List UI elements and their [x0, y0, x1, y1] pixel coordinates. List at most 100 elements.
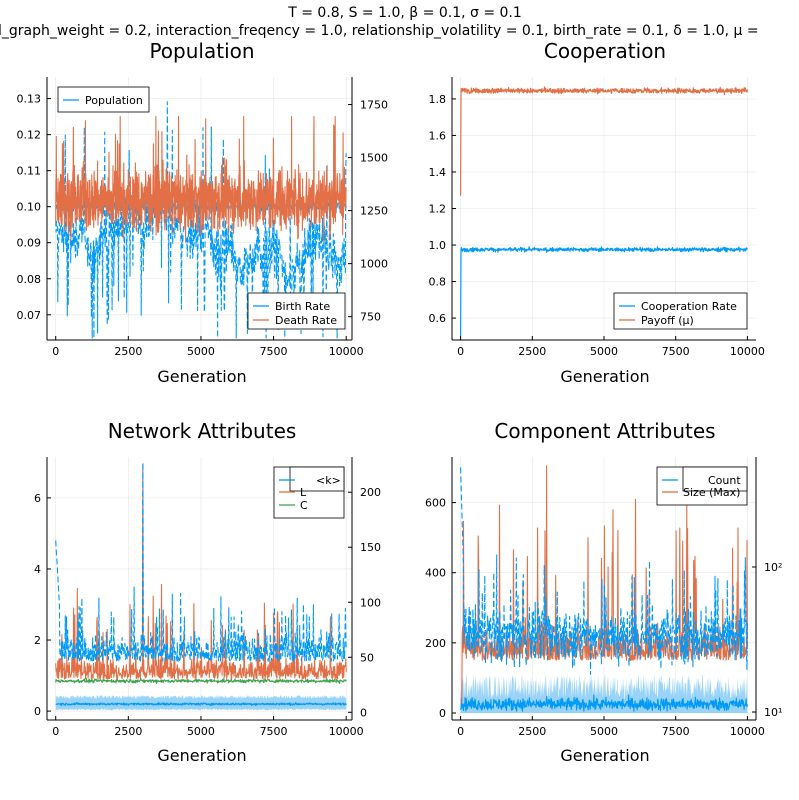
y-tick-label: 400 [425, 567, 446, 580]
legend-l: L [300, 486, 307, 499]
x-tick-label: 7500 [260, 725, 288, 738]
y-tick-label: 0.07 [17, 309, 42, 322]
k-max-line [55, 461, 347, 662]
legend-k: <k> [316, 474, 341, 487]
cooperation-plot-area [460, 86, 748, 337]
y-tick-label: 0 [439, 707, 446, 720]
component-panel: Component Attributes 0 2500 5000 7500 100000… [425, 419, 782, 765]
y-tick-label: 1.8 [429, 93, 447, 106]
component-title: Component Attributes [494, 419, 715, 443]
legend-cooperation-rate: Cooperation Rate [641, 300, 737, 313]
suptitle-line-2: l_graph_weight = 0.2, interaction_freqen… [0, 23, 759, 39]
x-tick-label: 0 [52, 725, 59, 738]
x-tick-label: 10000 [730, 725, 765, 738]
c-line [55, 677, 347, 684]
population-line [55, 101, 347, 339]
network-plot-area [55, 461, 347, 711]
y-tick-label: 0.11 [17, 165, 42, 178]
y-tick-label: 200 [425, 637, 446, 650]
y2-tick-label: 1500 [360, 152, 388, 165]
component-legend: Count Size (Max) [656, 466, 748, 506]
x-tick-label: 10000 [329, 345, 364, 358]
y-tick-label: 1.0 [429, 239, 447, 252]
count-dashed-line [460, 467, 748, 676]
population-legend-bottom: Birth Rate Death Rate [247, 292, 346, 330]
cooperation-rate-line [460, 246, 748, 337]
cooperation-xlabel: Generation [560, 367, 649, 386]
population-axes: 0 2500 5000 7500 10000 0.07 0.08 0.09 0.10 0.11 0.… [17, 77, 388, 358]
y-tick-label: 4 [34, 563, 41, 576]
y-tick-label: 0.12 [17, 129, 42, 142]
population-xlabel: Generation [157, 367, 246, 386]
legend-payoff: Payoff (μ) [641, 314, 694, 327]
population-plot-area [55, 101, 347, 339]
population-title: Population [149, 39, 254, 63]
legend-size-max: Size (Max) [683, 486, 740, 499]
cooperation-title: Cooperation [544, 39, 666, 63]
suptitle-line-1: T = 0.8, S = 1.0, β = 0.1, σ = 0.1 [287, 5, 522, 21]
network-title: Network Attributes [108, 419, 297, 443]
population-panel: Population 0 2500 5000 7500 10000 0.07 0.08 0.0… [17, 39, 389, 386]
y-tick-label: 1.2 [429, 203, 447, 216]
k-line [55, 702, 347, 707]
payoff-line [460, 86, 748, 196]
y-tick-label: 0.8 [429, 276, 447, 289]
death-rate-line [55, 116, 347, 243]
x-tick-label: 7500 [662, 725, 690, 738]
component-plot-area [460, 465, 748, 713]
network-panel: Network Attributes 0 2500 5000 7500 10000 0 2 4… [34, 419, 381, 765]
x-tick-label: 2500 [518, 725, 546, 738]
x-tick-label: 10000 [329, 725, 364, 738]
y2-tick-label: 1250 [360, 205, 388, 218]
y2-tick-label: 10¹ [764, 706, 782, 719]
y-tick-label: 0.6 [429, 312, 447, 325]
legend-death-rate: Death Rate [275, 314, 337, 327]
x-tick-label: 2500 [114, 725, 142, 738]
y-tick-label: 1.4 [429, 166, 447, 179]
y-tick-label: 0.10 [17, 201, 42, 214]
x-tick-label: 0 [52, 345, 59, 358]
y-tick-label: 0.08 [17, 273, 42, 286]
y-tick-label: 2 [34, 634, 41, 647]
x-tick-label: 5000 [590, 725, 618, 738]
x-tick-label: 7500 [662, 345, 690, 358]
x-tick-label: 2500 [114, 345, 142, 358]
y2-tick-label: 1750 [360, 99, 388, 112]
component-xlabel: Generation [560, 746, 649, 765]
y2-tick-label: 10² [764, 561, 782, 574]
cooperation-axes: 0 2500 5000 7500 10000 0.6 0.8 1.0 1.2 1.4 1.6 1.8 [429, 77, 765, 358]
x-tick-label: 0 [457, 725, 464, 738]
x-tick-label: 5000 [187, 725, 215, 738]
y2-tick-label: 750 [360, 311, 381, 324]
y2-tick-label: 50 [360, 651, 374, 664]
y2-tick-label: 1000 [360, 258, 388, 271]
x-tick-label: 5000 [590, 345, 618, 358]
y2-tick-label: 200 [360, 486, 381, 499]
count-line [460, 694, 748, 712]
y2-tick-label: 100 [360, 596, 381, 609]
component-axes: 0 2500 5000 7500 10000 0 200 400 600 10¹ 10² [425, 457, 782, 738]
y-tick-label: 0 [34, 705, 41, 718]
y-tick-label: 0.09 [17, 237, 42, 250]
y-tick-label: 600 [425, 497, 446, 510]
x-tick-label: 10000 [730, 345, 765, 358]
y2-tick-label: 0 [360, 706, 367, 719]
legend-birth-rate: Birth Rate [275, 300, 330, 313]
y-tick-label: 0.13 [17, 93, 42, 106]
legend-c: C [300, 499, 308, 512]
network-xlabel: Generation [157, 746, 246, 765]
y-tick-label: 1.6 [429, 129, 447, 142]
y2-tick-label: 150 [360, 541, 381, 554]
x-tick-label: 5000 [187, 345, 215, 358]
network-legend: <k> L C [273, 466, 345, 519]
cooperation-legend: Cooperation Rate Payoff (μ) [613, 292, 748, 330]
x-tick-label: 2500 [518, 345, 546, 358]
network-axes: 0 2500 5000 7500 10000 0 2 4 6 0 50 100 150 200 [34, 457, 381, 738]
legend-population: Population [85, 94, 143, 107]
x-tick-label: 7500 [260, 345, 288, 358]
x-tick-label: 0 [457, 345, 464, 358]
y-tick-label: 6 [34, 492, 41, 505]
legend-count: Count [708, 474, 741, 487]
population-legend-top: Population [57, 86, 150, 113]
